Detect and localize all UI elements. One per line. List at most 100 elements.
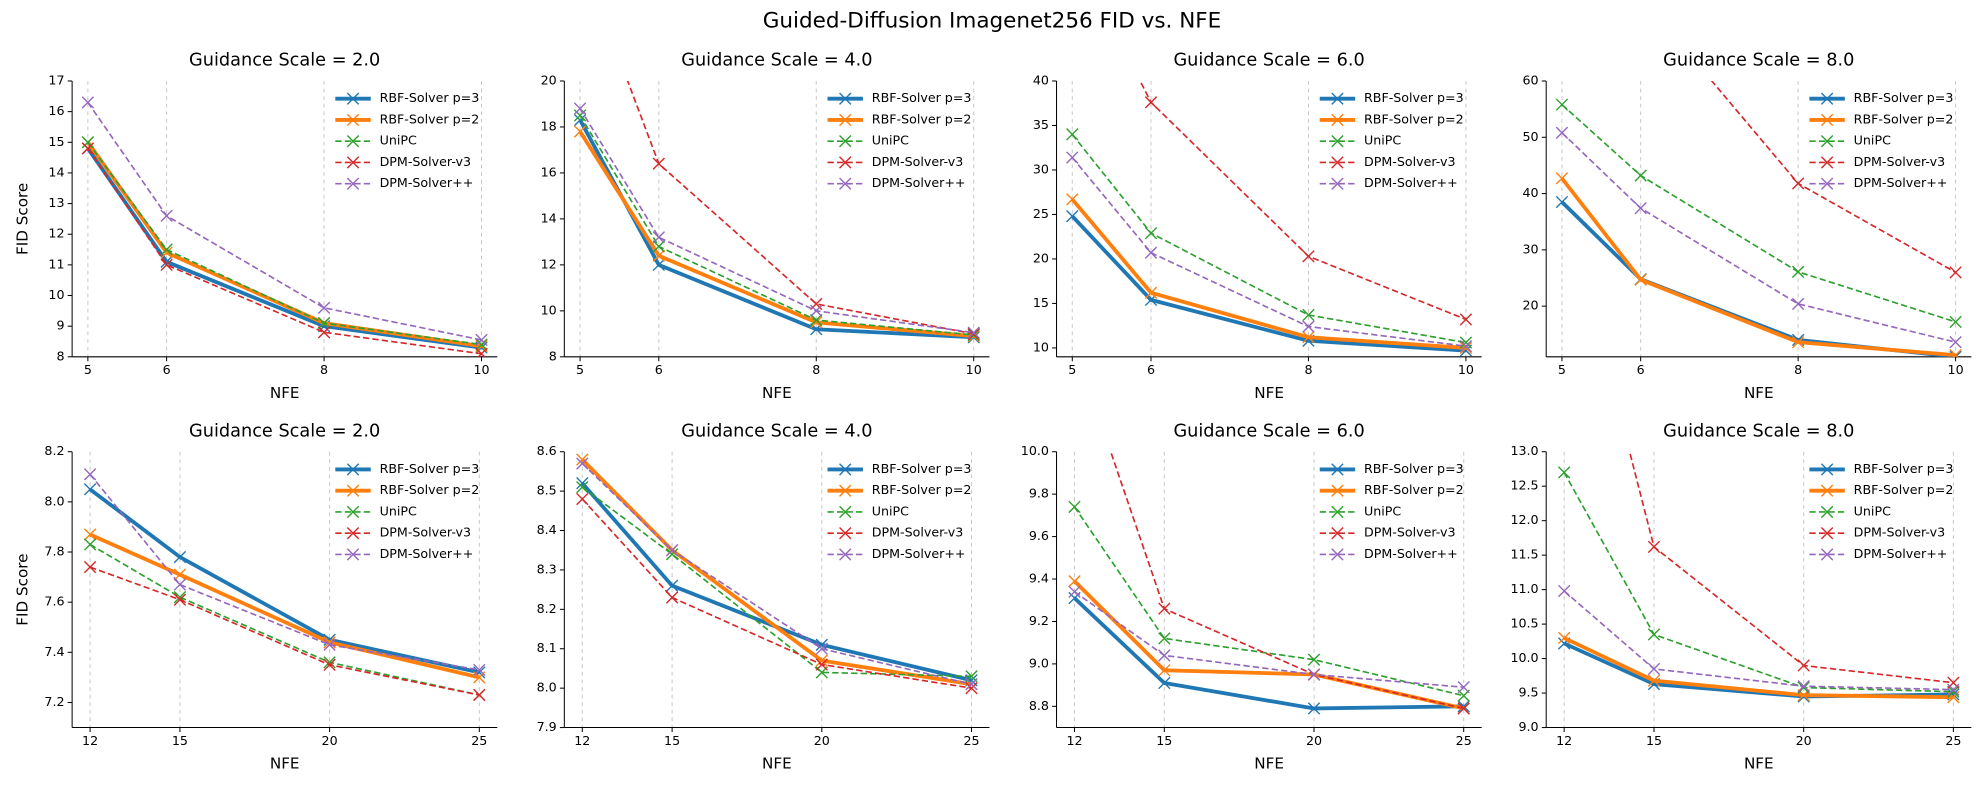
marker: [576, 492, 589, 506]
x-tick-label: 15: [664, 733, 680, 748]
y-tick-label: 8.6: [537, 443, 557, 458]
y-tick-label: 8.5: [537, 483, 557, 498]
plot-area: [83, 468, 486, 702]
legend-label: DPM-Solver++: [1854, 546, 1948, 561]
y-tick-label: 16: [541, 164, 557, 179]
marker: [83, 528, 97, 541]
legend-label: RBF-Solver p=3: [380, 90, 480, 105]
legend: RBF-Solver p=3 RBF-Solver p=2 UniPC DPM-Sol…: [1809, 461, 1953, 561]
marker: [1555, 195, 1569, 209]
legend-label: UniPC: [1854, 133, 1891, 148]
y-tick-label: 17: [48, 72, 64, 87]
legend-label: RBF-Solver p=2: [380, 482, 480, 497]
marker: [173, 550, 187, 564]
y-tick-label: 15: [1033, 295, 1049, 310]
legend-label: RBF-Solver p=3: [872, 90, 972, 105]
legend-label: DPM-Solver-v3: [872, 525, 963, 540]
y-tick-label: 50: [1523, 129, 1539, 144]
y-tick-label: 8.0: [537, 680, 557, 695]
legend-label: DPM-Solver-v3: [872, 154, 963, 169]
plot-area: [1557, 451, 1960, 704]
marker: [1820, 548, 1834, 561]
legend-label: RBF-Solver p=3: [1364, 90, 1464, 105]
legend-label: DPM-Solver++: [1364, 175, 1458, 190]
x-tick-label: 6: [1637, 362, 1645, 377]
marker: [1331, 135, 1344, 148]
y-tick-label: 35: [1033, 117, 1049, 132]
y-tick-label: 8.0: [44, 493, 64, 508]
marker: [839, 505, 852, 519]
marker: [160, 243, 173, 256]
y-tick-label: 10: [541, 302, 557, 317]
marker: [1331, 463, 1344, 476]
x-tick-label: 15: [1156, 733, 1172, 748]
marker: [346, 527, 360, 540]
plot-area: [573, 80, 980, 344]
marker: [473, 688, 486, 702]
legend: RBF-Solver p=3 RBF-Solver p=2 UniPC DPM-Sol…: [335, 461, 479, 561]
subplot-title: Guidance Scale = 2.0: [189, 421, 380, 441]
series-line: [1073, 596, 1464, 711]
subplot-title: Guidance Scale = 2.0: [189, 51, 380, 71]
y-tick-label: 11.5: [1510, 547, 1538, 562]
marker: [1068, 574, 1081, 588]
marker: [160, 258, 173, 272]
marker: [1820, 527, 1834, 540]
legend-label: UniPC: [380, 503, 417, 518]
marker: [1949, 348, 1962, 357]
legend-label: DPM-Solver++: [1854, 175, 1948, 190]
legend: RBF-Solver p=3 RBF-Solver p=2 UniPC DPM-Sol…: [335, 90, 479, 190]
series-line: [579, 108, 974, 334]
subplot-title: Guidance Scale = 4.0: [681, 421, 872, 441]
marker: [1302, 308, 1315, 322]
marker: [1820, 484, 1834, 497]
marker: [1647, 674, 1661, 687]
marker: [1947, 676, 1960, 689]
subplot-title: Guidance Scale = 8.0: [1663, 51, 1854, 71]
subplot-title: Guidance Scale = 8.0: [1663, 421, 1854, 441]
y-tick-label: 20: [1033, 250, 1049, 265]
marker: [83, 560, 97, 574]
y-tick-label: 15: [48, 134, 64, 149]
marker: [83, 538, 97, 551]
x-tick-label: 12: [82, 733, 98, 748]
marker: [810, 316, 823, 329]
marker: [81, 136, 95, 149]
subplot: 12 15 20 25 9.0 9.5 10.0 10.5 11.0 11.5 12.0 12.5 13…: [1510, 421, 1972, 773]
marker: [1797, 679, 1810, 693]
x-tick-label: 10: [966, 362, 982, 377]
legend-label: DPM-Solver-v3: [1854, 154, 1945, 169]
series-line: [578, 130, 974, 339]
marker: [317, 301, 331, 314]
legend-label: UniPC: [872, 503, 909, 518]
series-line: [87, 101, 482, 341]
series-line: [89, 543, 480, 696]
marker: [839, 527, 852, 540]
marker: [1331, 177, 1344, 190]
subplot: 5 6 8 10 20 30 40 50 60 Guidance Scale = 8.0 NFE RB…: [1523, 51, 1972, 402]
marker: [665, 579, 679, 592]
marker: [346, 156, 360, 169]
y-axis-label: FID Score: [13, 554, 31, 626]
legend-label: RBF-Solver p=3: [872, 461, 972, 476]
subplot: 5 6 8 10 8 10 12 14 16 18 20 Guidance Scale = 4.0 NF…: [541, 51, 990, 402]
marker: [1068, 585, 1081, 598]
legend-label: UniPC: [380, 133, 417, 148]
marker: [810, 313, 823, 327]
x-tick-label: 15: [1646, 733, 1662, 748]
y-tick-label: 7.2: [44, 694, 64, 709]
y-tick-label: 14: [48, 164, 64, 179]
marker: [323, 638, 336, 651]
marker: [346, 177, 360, 190]
marker: [1331, 548, 1344, 561]
marker: [1555, 98, 1569, 111]
legend-label: DPM-Solver-v3: [1854, 525, 1945, 540]
y-tick-label: 18: [541, 118, 557, 133]
marker: [839, 135, 852, 148]
legend-label: DPM-Solver++: [380, 546, 474, 561]
marker: [173, 593, 187, 606]
marker: [346, 505, 360, 519]
marker: [1820, 92, 1834, 105]
marker: [1820, 463, 1834, 476]
legend-label: RBF-Solver p=2: [872, 111, 972, 126]
